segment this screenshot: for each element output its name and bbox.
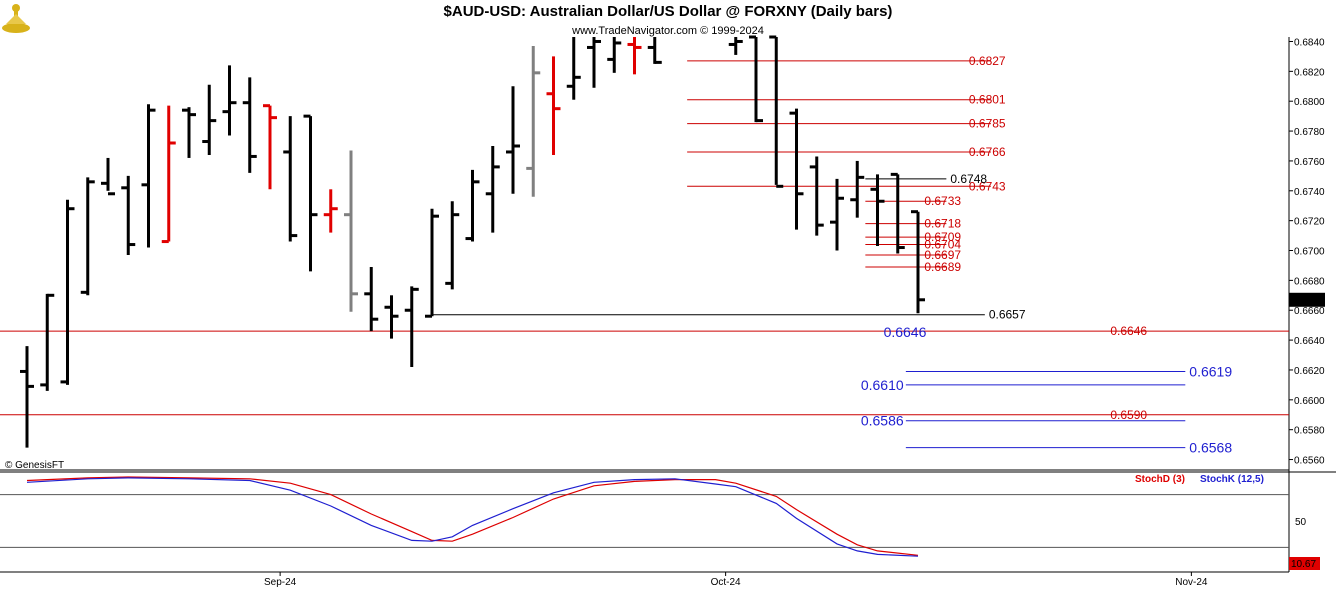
- y-tick-label: 0.6560: [1294, 456, 1325, 467]
- ohlc-bar: [485, 145, 500, 233]
- stoch-last-box: [1289, 557, 1320, 570]
- ohlc-bar: [789, 108, 804, 230]
- ohlc-bar: [566, 37, 581, 100]
- ohlc-bar: [465, 169, 480, 242]
- ohlc-bar: [182, 107, 196, 158]
- ohlc-bar: [425, 208, 439, 318]
- ohlc-bar: [303, 114, 318, 272]
- stoch-line-d: [26, 476, 919, 556]
- level-label: 0.6689: [924, 260, 961, 274]
- ohlc-bar: [870, 174, 885, 247]
- ohlc-bar: [161, 105, 176, 244]
- level-label: 0.6743: [969, 179, 1006, 193]
- ohlc-bar: [263, 104, 277, 190]
- level-label: 0.6704: [924, 238, 961, 252]
- target-label: 0.6586: [861, 413, 904, 429]
- ohlc-bar: [121, 175, 136, 255]
- level-label-black: 0.6748: [950, 172, 987, 186]
- y-tick-label: 0.6800: [1294, 97, 1325, 108]
- ohlc-bar: [850, 160, 865, 218]
- ohlc-bar: [607, 37, 622, 73]
- ohlc-bar: [40, 293, 55, 391]
- ohlc-bar: [587, 37, 601, 88]
- chart-subtitle: www.TradeNavigator.com © 1999-2024: [571, 25, 764, 37]
- level-label: 0.6785: [969, 117, 1006, 131]
- y-tick-label: 0.6580: [1294, 426, 1325, 437]
- x-axis: Sep-24 Oct-24 Nov-24: [264, 572, 1208, 588]
- ohlc-bar: [323, 189, 338, 233]
- last-price-label: 0.6667: [1292, 296, 1323, 307]
- target-label: 0.6619: [1189, 363, 1232, 379]
- stochastic-panel: 50 StochD (3) StochK (12,5) 10.67: [0, 474, 1320, 570]
- level-label-black: 0.6657: [989, 308, 1026, 322]
- y-tick-label: 0.6700: [1294, 247, 1325, 258]
- y-tick-label: 0.6840: [1294, 37, 1325, 48]
- ohlc-bar: [749, 35, 763, 123]
- x-tick-label: Sep-24: [264, 577, 297, 588]
- y-tick-label: 0.6740: [1294, 187, 1325, 198]
- ohlc-bar: [80, 177, 95, 296]
- ohlc-bar: [890, 172, 905, 254]
- y-tick-label: 0.6680: [1294, 276, 1325, 287]
- y-tick-label: 0.6600: [1294, 396, 1325, 407]
- level-label: 0.6709: [924, 230, 961, 244]
- ohlc-bar: [283, 116, 298, 242]
- ohlc-bar: [242, 77, 257, 173]
- stoch-tick-label: 50: [1295, 517, 1307, 528]
- y-tick-label: 0.6820: [1294, 67, 1325, 78]
- ohlc-bar: [506, 86, 520, 194]
- navigator-logo: [2, 4, 30, 33]
- ohlc-bar: [344, 150, 358, 312]
- ohlc-bar: [728, 37, 743, 55]
- ohlc-bar: [141, 104, 156, 248]
- level-label: 0.6801: [969, 93, 1006, 107]
- y-tick-label: 0.6620: [1294, 366, 1325, 377]
- level-label: 0.6827: [969, 54, 1006, 68]
- ohlc-bar: [627, 37, 642, 75]
- y-tick-label: 0.6760: [1294, 157, 1325, 168]
- ohlc-bar: [364, 266, 379, 332]
- ohlc-bar: [526, 45, 541, 197]
- y-tick-label: 0.6660: [1294, 306, 1325, 317]
- ohlc-bar: [384, 295, 399, 339]
- x-tick-label: Oct-24: [711, 577, 741, 588]
- ohlc-bar: [546, 56, 561, 155]
- level-label: 0.6733: [924, 194, 961, 208]
- y-tick-label: 0.6640: [1294, 336, 1325, 347]
- level-label-full: 0.6646: [1110, 324, 1147, 338]
- chart-title: $AUD-USD: Australian Dollar/US Dollar @ …: [444, 3, 893, 20]
- ohlc-bar: [222, 65, 237, 136]
- level-label: 0.6718: [924, 217, 961, 231]
- stoch-last-label: 10.67: [1291, 559, 1316, 570]
- ohlc-bar: [202, 84, 217, 155]
- ohlc-bar: [911, 210, 925, 314]
- ohlc-bar: [445, 201, 460, 290]
- level-label-full: 0.6590: [1110, 408, 1147, 422]
- genesis-watermark: © GenesisFT: [5, 460, 64, 471]
- ohlc-bar: [809, 156, 824, 236]
- ohlc-bar: [769, 35, 784, 188]
- ohlc-bar: [60, 199, 75, 385]
- level-label: 0.6766: [969, 145, 1006, 159]
- y-tick-label: 0.6780: [1294, 127, 1325, 138]
- x-tick-label: Nov-24: [1175, 577, 1208, 588]
- level-label: 0.6697: [924, 248, 961, 262]
- last-price-box: [1289, 292, 1325, 307]
- ohlc-bar: [830, 178, 844, 251]
- target-label: 0.6646: [884, 324, 927, 340]
- target-label: 0.6568: [1189, 440, 1232, 456]
- ohlc-bar: [404, 286, 419, 367]
- price-panel: 0.6840 0.6820 0.6800 0.6780 0.6760 0.6740 0.67…: [0, 35, 1336, 573]
- legend-stoch-k: StochK (12,5): [1200, 474, 1264, 485]
- target-label: 0.6610: [861, 377, 904, 393]
- legend-stoch-d: StochD (3): [1135, 474, 1185, 485]
- ohlc-bar: [647, 37, 662, 64]
- ohlc-bar: [101, 157, 115, 196]
- ohlc-bar: [20, 346, 34, 448]
- stoch-line-k: [26, 477, 919, 557]
- y-tick-label: 0.6720: [1294, 217, 1325, 228]
